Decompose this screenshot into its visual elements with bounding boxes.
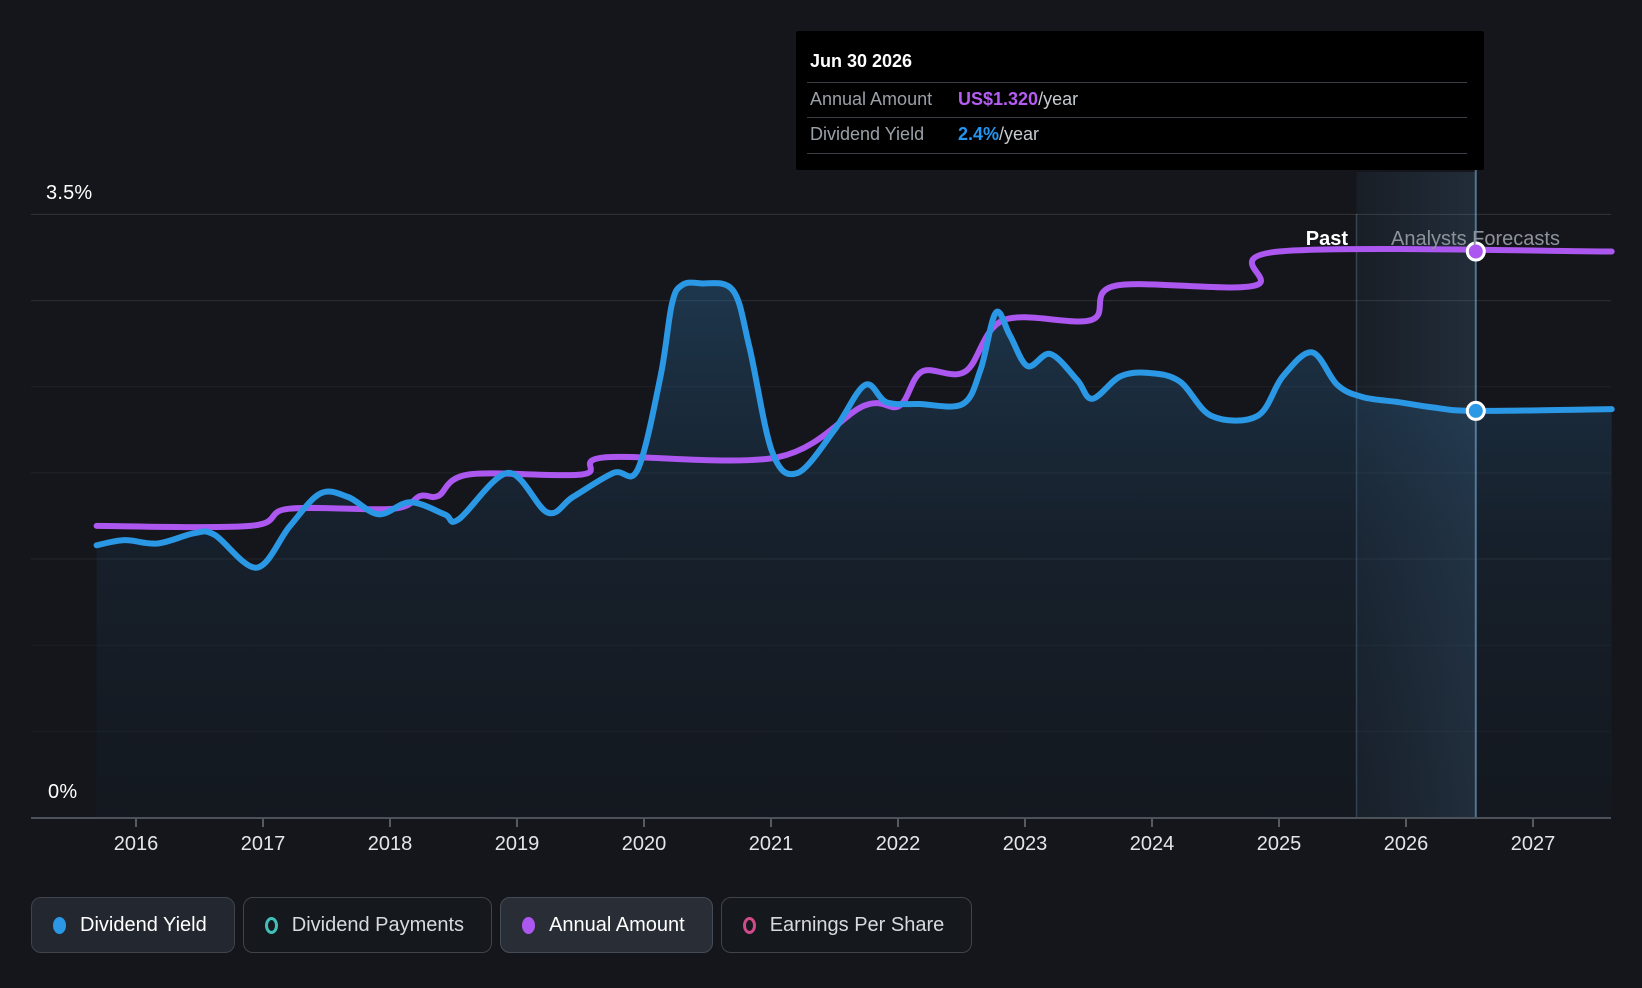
- tooltip-row-label: Dividend Yield: [810, 124, 925, 144]
- tooltip-row-label: Annual Amount: [810, 89, 933, 109]
- past-label: Past: [1305, 228, 1348, 250]
- annual-amount-marker-dot[interactable]: [1465, 241, 1486, 262]
- y-axis-label-bottom: 0%: [48, 781, 78, 803]
- x-axis-label-2021: 2021: [748, 833, 794, 855]
- tooltip-row-dividend-yield: Dividend Yield 2.4%/year: [796, 124, 1484, 150]
- hover-tooltip: Jun 30 2026 Annual Amount US$1.320/year Di…: [796, 31, 1484, 170]
- dividend-payments-series-icon: [264, 916, 278, 934]
- legend-label: Dividend Payments: [291, 913, 465, 936]
- legend-label: Annual Amount: [549, 913, 685, 936]
- x-axis-label-2019: 2019: [494, 833, 540, 855]
- x-axis-label-2020: 2020: [621, 833, 667, 855]
- dividend-yield-series-icon: [53, 916, 66, 934]
- tooltip-divider: [807, 153, 1467, 154]
- legend-button-dividend-payments[interactable]: Dividend Payments: [242, 897, 493, 953]
- tooltip-row-suffix: /year: [999, 124, 1040, 144]
- x-axis-label-2026: 2026: [1383, 833, 1429, 855]
- tooltip-row-suffix: /year: [1038, 89, 1079, 109]
- x-axis-label-2018: 2018: [367, 833, 413, 855]
- earnings-per-share-series-icon: [742, 916, 756, 934]
- tooltip-divider: [807, 117, 1467, 118]
- dividend-yield-area: [96, 282, 1612, 818]
- x-axis-label-2017: 2017: [240, 833, 286, 855]
- dividend-yield-line: [93, 279, 1615, 571]
- annual-amount-series-icon: [522, 916, 536, 934]
- tooltip-row-value: US$1.320/year: [958, 89, 1079, 109]
- x-axis-label-2016: 2016: [113, 833, 159, 855]
- legend: Dividend Yield Dividend Payments Annual Am…: [31, 897, 973, 953]
- y-axis-label-top: 3.5%: [46, 182, 93, 204]
- legend-button-dividend-yield[interactable]: Dividend Yield: [31, 897, 235, 953]
- tooltip-row-value: 2.4%/year: [958, 124, 1040, 144]
- legend-button-earnings-per-share[interactable]: Earnings Per Share: [720, 897, 973, 953]
- tooltip-divider: [807, 82, 1467, 83]
- x-axis-label-2023: 2023: [1002, 833, 1048, 855]
- legend-label: Earnings Per Share: [769, 913, 945, 936]
- dividend-yield-marker-dot[interactable]: [1465, 400, 1486, 421]
- x-axis-label-2022: 2022: [875, 833, 921, 855]
- analysts-forecasts-label: Analysts Forecasts: [1391, 228, 1560, 250]
- tooltip-row-annual-amount: Annual Amount US$1.320/year: [796, 89, 1484, 115]
- tooltip-date: Jun 30 2026: [810, 51, 913, 71]
- x-axis-label-2024: 2024: [1129, 833, 1175, 855]
- legend-button-annual-amount[interactable]: Annual Amount: [500, 897, 713, 953]
- legend-label: Dividend Yield: [80, 913, 207, 936]
- x-axis-label-2027: 2027: [1510, 833, 1556, 855]
- x-axis-label-2025: 2025: [1256, 833, 1302, 855]
